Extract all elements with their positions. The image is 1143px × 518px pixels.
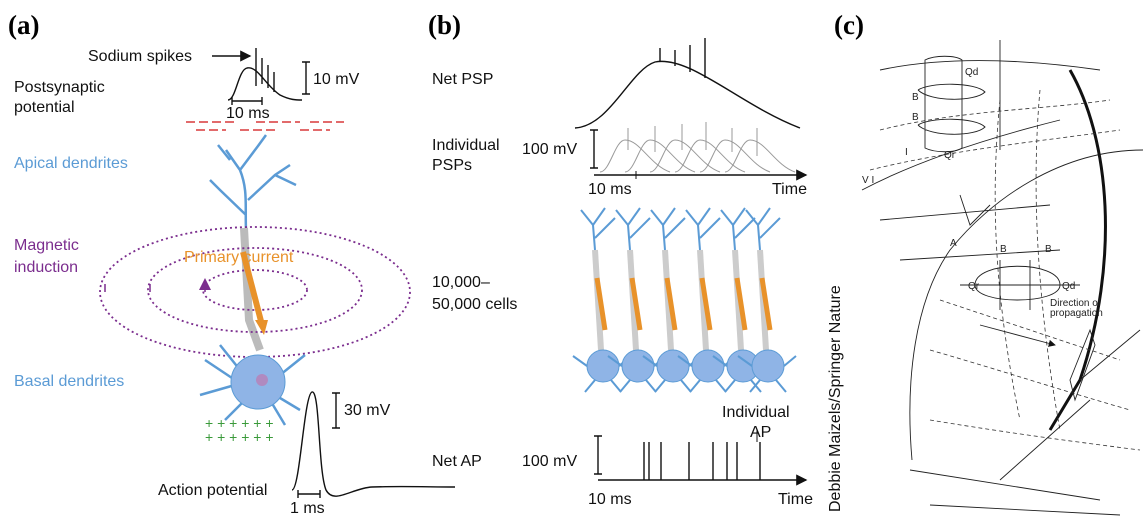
label: Time [772,181,807,198]
label: B [1045,244,1052,255]
contour [861,60,1143,461]
spikes [255,48,275,92]
label: Qd [1062,281,1075,292]
scale-bar [332,392,340,429]
panel-label: (b) [428,10,461,40]
direction-arrow [979,324,1056,347]
scale-bar [297,490,321,498]
label: A [950,238,957,249]
individual-psps [599,122,796,173]
scale-bar [231,97,263,105]
dendrites [209,134,297,231]
spikes [659,38,706,78]
psp-curve [227,67,303,101]
charges: + + + + + + [205,429,274,445]
scale-bar [590,129,598,169]
field-lines [99,226,411,358]
label: I [905,147,908,158]
loop [960,260,1080,310]
label: propagation [1050,308,1103,319]
label: 10 ms [588,181,632,198]
label: Individual [432,137,500,154]
axon [1069,328,1096,402]
label: 10 ms [588,491,632,508]
label: Basal dendrites [14,373,124,390]
dashes [186,121,344,131]
label: Net AP [432,453,482,470]
current-arrow [240,251,265,326]
label: Qr [944,150,956,161]
label: B [912,112,919,123]
fibers [879,194,1141,516]
cylinder [917,55,986,153]
label: 10 ms [226,105,270,122]
label: 1 ms [290,500,325,517]
current-arrowhead [255,320,268,335]
label: 100 mV [522,453,577,470]
label: 10,000– [432,274,490,291]
label: Individual [722,404,790,421]
label: potential [14,99,75,116]
label: Time [778,491,813,508]
label: Postsynaptic [14,79,105,96]
label: AP [750,424,771,441]
ap-spikes [643,442,761,480]
cell-row [572,207,797,393]
label: Sodium spikes [88,48,192,65]
basal-dendrites [199,344,306,426]
scale-bar [594,435,602,475]
panel-a: (a) Sodium spikes 10 mV Postsynaptic pot… [8,10,456,517]
label: Qr [968,281,980,292]
label: 100 mV [522,141,577,158]
cell [712,207,772,393]
scale-bar [302,61,310,95]
panel-c: (c) B B B B Qd Qd Qr Qr Direction of pro… [834,10,1143,516]
label: Action potential [158,482,267,499]
label: induction [14,259,78,276]
label: V I [862,175,874,186]
net-psp-curve [574,60,801,129]
panel-label: (c) [834,10,864,40]
label: Apical dendrites [14,155,128,172]
label: Magnetic [14,237,79,254]
label: B [1000,244,1007,255]
label: 10 mV [313,71,360,88]
label: 50,000 cells [432,296,517,313]
label: Qd [965,67,978,78]
field-arrows [104,284,205,292]
label: Primary current [184,249,294,266]
cell [642,207,702,393]
charges: + + + + + + [205,415,274,431]
cell [737,207,797,393]
surface [1048,69,1107,431]
label: PSPs [432,157,472,174]
credit: Debbie Maizels/Springer Nature [827,285,844,512]
label: Direction of [1050,298,1101,309]
ap-curve [291,391,456,497]
label: 30 mV [344,402,391,419]
panel-label: (a) [8,10,39,40]
grid-lines [869,89,1141,451]
nucleus [256,374,268,386]
label: B [912,92,919,103]
label: Net PSP [432,71,493,88]
panel-b: (b) Net PSP Individual PSPs 100 mV 10 ms… [428,10,844,512]
